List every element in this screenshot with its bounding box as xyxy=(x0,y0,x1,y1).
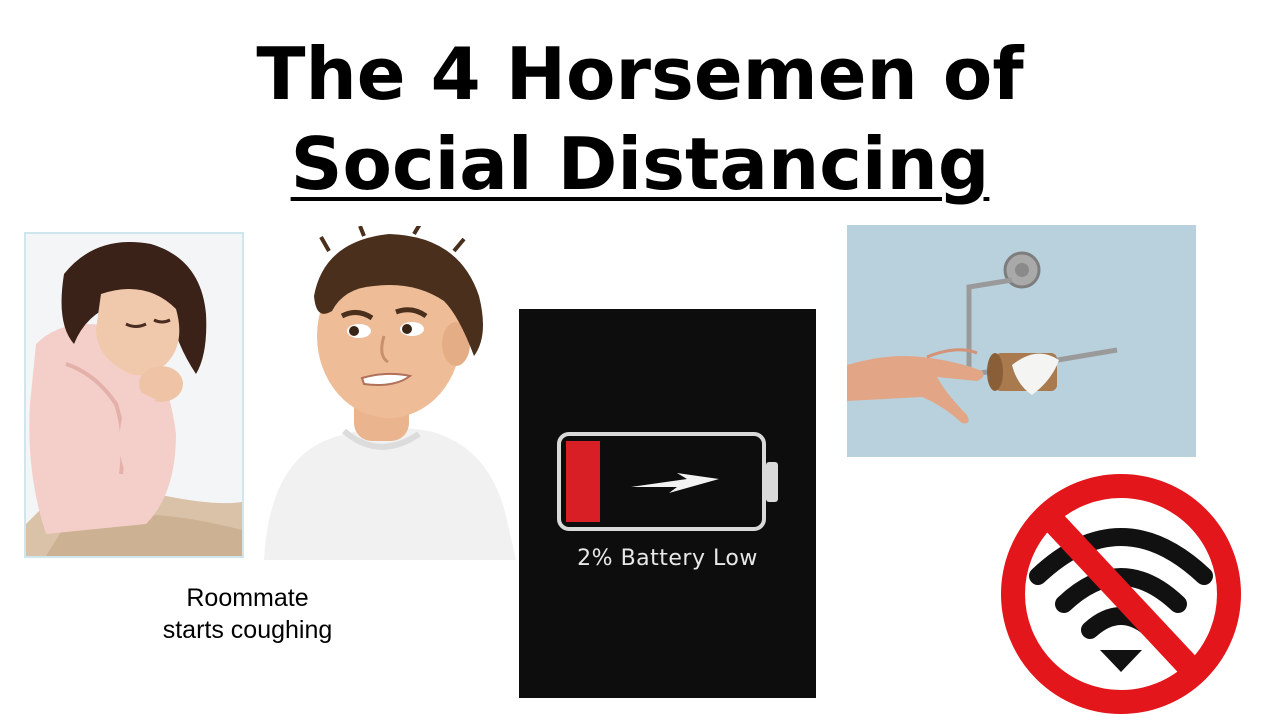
roommate-caption-line-2: starts coughing xyxy=(162,616,333,644)
no-wifi-image xyxy=(990,468,1252,720)
battery-low-label: 2% Battery Low xyxy=(577,546,758,571)
lightning-bolt-icon xyxy=(631,473,719,493)
meme-title-underlined: Social Distancing xyxy=(290,122,990,206)
low-battery-image: 2% Battery Low xyxy=(519,309,816,698)
empty-toilet-paper-image xyxy=(847,225,1196,457)
no-wifi-icon xyxy=(1001,474,1241,714)
meme-title-line-1: The 4 Horsemen of xyxy=(256,32,1024,116)
meme-title-line-2: Social Distancing xyxy=(0,123,1280,205)
coughing-woman-image xyxy=(24,232,244,558)
empty-toilet-paper-roll-icon xyxy=(847,225,1196,457)
coughing-woman-illustration xyxy=(26,234,242,556)
battery-icon xyxy=(557,432,778,531)
worried-boy-image xyxy=(244,226,516,560)
roommate-caption-line-1: Roommate xyxy=(186,584,309,612)
worried-boy-illustration xyxy=(244,226,516,560)
roommate-caption: Roommate starts coughing xyxy=(130,582,365,646)
battery-charge-level xyxy=(566,441,600,522)
